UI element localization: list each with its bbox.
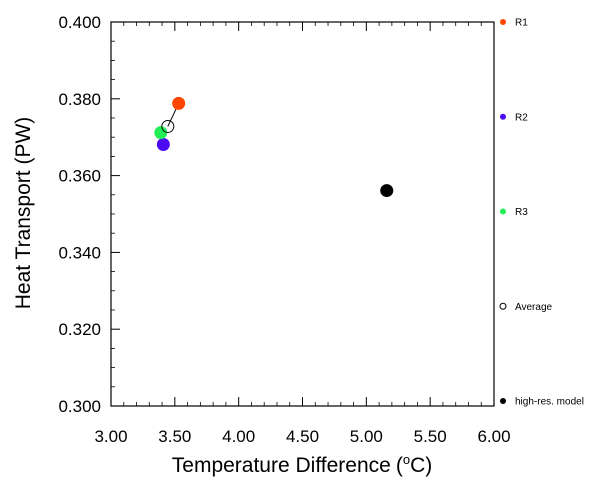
- x-tick-label: 3.50: [158, 427, 191, 446]
- x-axis-title: Temperature Difference (oC): [172, 452, 432, 477]
- x-tick-label: 5.00: [350, 427, 383, 446]
- y-tick-label: 0.360: [58, 167, 101, 186]
- legend-marker-r3: [500, 208, 506, 215]
- x-tick-label: 3.00: [94, 427, 127, 446]
- legend-marker-r1: [500, 19, 506, 25]
- y-tick-label: 0.340: [58, 243, 101, 262]
- y-axis-title: Heat Transport (PW): [12, 117, 35, 310]
- x-tick-label: 4.00: [222, 427, 255, 446]
- legend-label-r2: R2: [515, 112, 528, 123]
- point-average: [161, 119, 175, 133]
- legend-label-average: Average: [515, 302, 553, 313]
- y-tick-label: 0.300: [58, 397, 101, 416]
- point-high-res-model: [380, 184, 394, 198]
- point-r3: [154, 126, 168, 140]
- y-tick-label: 0.320: [58, 320, 101, 339]
- y-tick-label: 0.380: [58, 90, 101, 109]
- legend-marker-average: [499, 302, 507, 310]
- point-r1: [172, 96, 186, 110]
- x-tick-label: 6.00: [477, 427, 510, 446]
- x-tick-label: 5.50: [414, 427, 447, 446]
- legend-label-high-res-model: high-res. model: [515, 397, 584, 408]
- point-r2: [156, 137, 170, 151]
- legend-label-r3: R3: [515, 207, 528, 218]
- legend-marker-high-res-model: [500, 398, 506, 404]
- legend-label-r1: R1: [515, 18, 528, 29]
- plot-frame: [110, 21, 495, 407]
- x-tick-label: 4.50: [286, 427, 319, 446]
- legend-marker-r2: [500, 113, 506, 120]
- y-tick-label: 0.400: [58, 13, 101, 32]
